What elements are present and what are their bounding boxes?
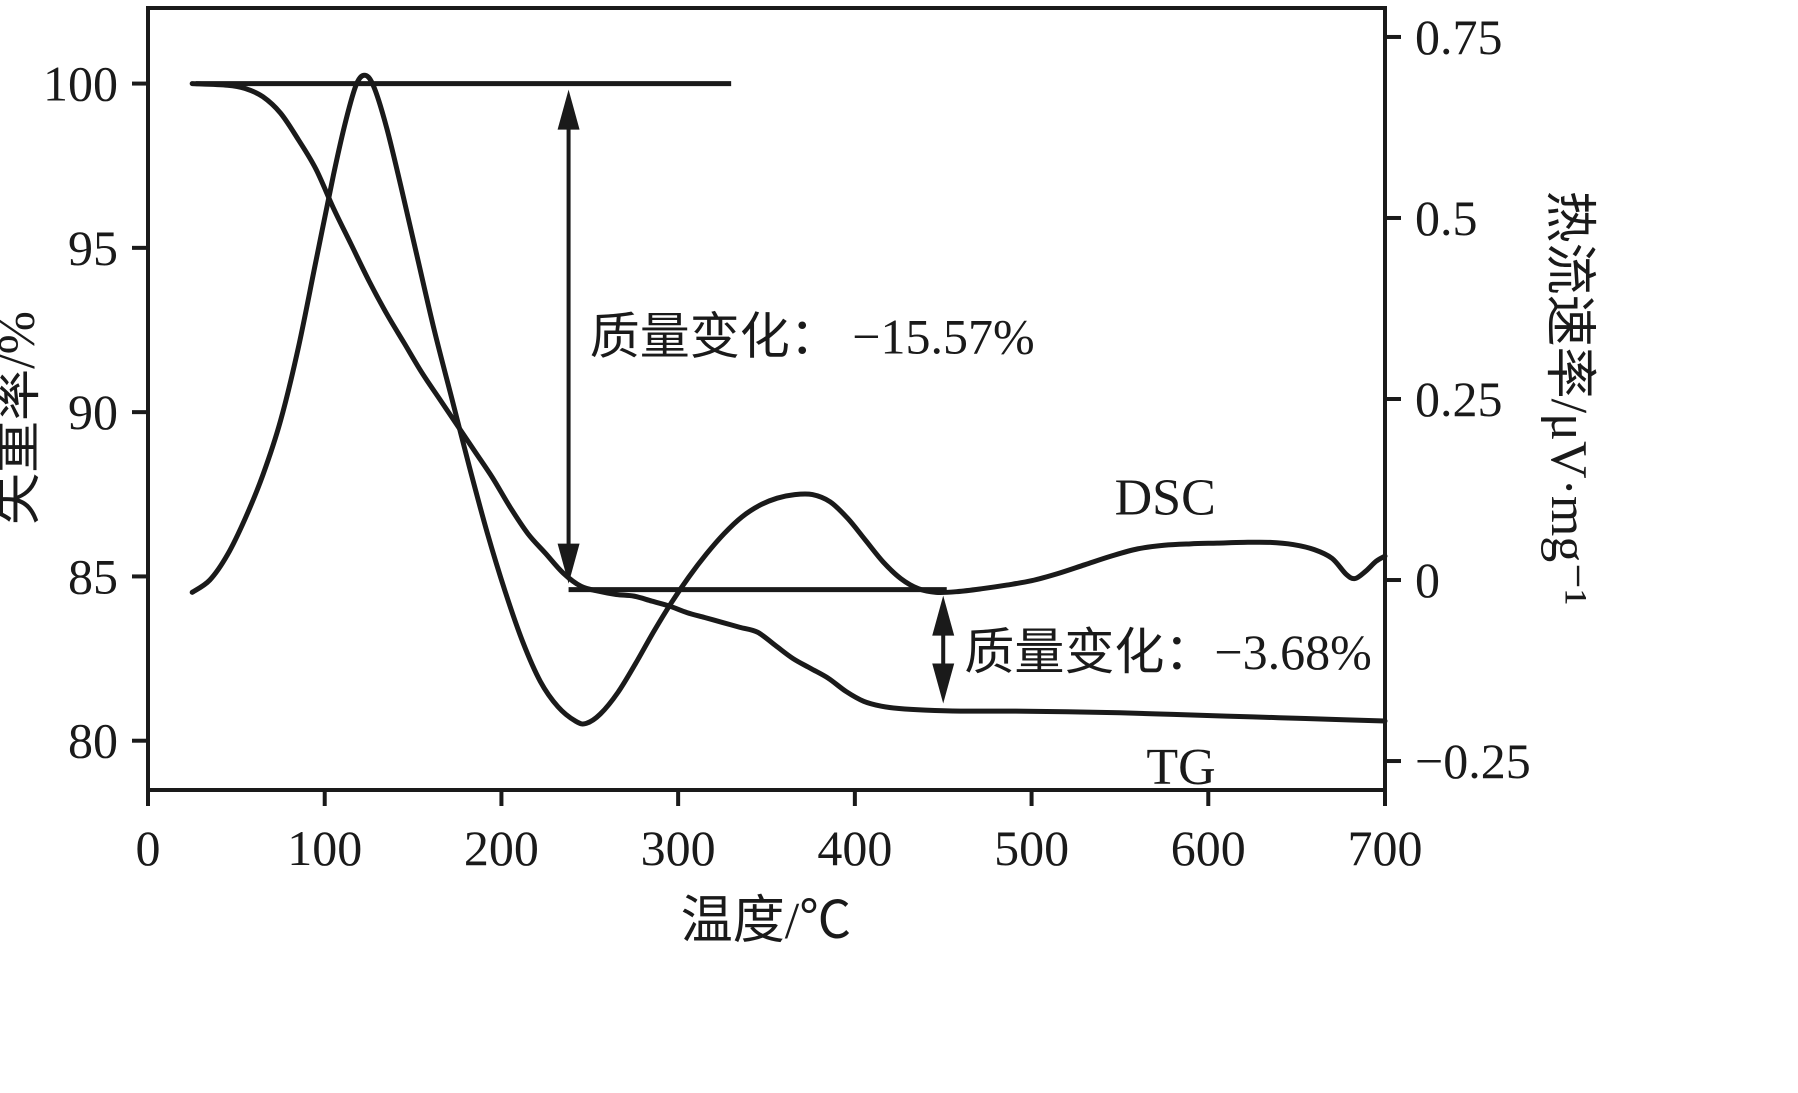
x-tick-label: 0 <box>136 820 161 876</box>
right-y-tick-label: 0.5 <box>1415 190 1478 246</box>
x-tick-label: 400 <box>817 820 892 876</box>
x-tick-label: 500 <box>994 820 1069 876</box>
curve-labels-group: DSC TG <box>1115 470 1216 796</box>
x-tick-label: 200 <box>464 820 539 876</box>
curve-label-tg: TG <box>1146 739 1215 796</box>
right-y-tick-label: −0.25 <box>1415 733 1531 789</box>
dsc-curve <box>189 72 1388 727</box>
x-tick-label: 300 <box>641 820 716 876</box>
curve-label-dsc: DSC <box>1115 470 1216 527</box>
annotations-group: 质量变化： −15.57% 质量变化：−3.68% <box>195 81 1372 704</box>
x-axis-title: 温度/℃ <box>681 893 851 950</box>
axes-group: 0 100 200 300 400 500 600 700 80 85 90 95 100 −0.25 0 0… <box>43 6 1531 876</box>
x-tick-label: 100 <box>287 820 362 876</box>
x-tick-label: 700 <box>1348 820 1423 876</box>
mass-change-1-label: 质量变化： −15.57% <box>590 309 1035 365</box>
tg-curve <box>189 81 1388 724</box>
left-y-tick-label: 100 <box>43 56 118 112</box>
right-y-tick-label: 0 <box>1415 552 1440 608</box>
right-axis-title: 热流速率/μV·mg⁻¹ <box>1540 191 1597 606</box>
left-y-tick-label: 80 <box>68 713 118 769</box>
curves-group <box>189 72 1388 727</box>
right-y-tick-label: 0.25 <box>1415 371 1503 427</box>
left-y-tick-label: 90 <box>68 384 118 440</box>
x-tick-label: 600 <box>1171 820 1246 876</box>
mass-change-2-arrowhead-up <box>932 595 955 636</box>
left-axis-title: 失重率/% <box>0 311 46 525</box>
mass-change-2-label: 质量变化：−3.68% <box>964 624 1371 680</box>
mass-change-2-arrowhead-down <box>932 663 955 704</box>
right-y-tick-label: 0.75 <box>1415 9 1503 65</box>
left-y-tick-label: 85 <box>68 548 118 604</box>
mass-change-1-arrowhead-down <box>557 543 580 584</box>
left-y-tick-label: 95 <box>68 220 118 276</box>
mass-change-1-arrowhead-up <box>557 89 580 130</box>
